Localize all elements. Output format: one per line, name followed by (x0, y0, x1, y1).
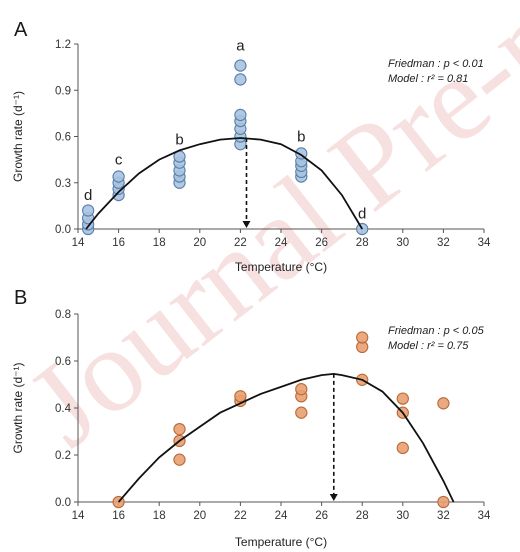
x-tick-label: 18 (153, 237, 166, 249)
significance-letter: c (115, 152, 123, 169)
data-point (234, 59, 247, 72)
x-tick-label: 28 (356, 510, 369, 522)
data-point (396, 392, 409, 405)
x-tick-label: 20 (193, 510, 206, 522)
y-tick-label: 0.0 (55, 224, 71, 236)
data-point (295, 383, 308, 396)
x-tick-label: 22 (234, 237, 247, 249)
data-point (112, 170, 125, 183)
x-tick-label: 16 (112, 237, 125, 249)
stats-annotation: Friedman : p < 0.05 (388, 325, 485, 337)
panel-letter: A (14, 19, 28, 41)
significance-letter: b (297, 128, 305, 145)
x-tick-label: 22 (234, 510, 247, 522)
data-point (437, 495, 450, 509)
x-tick-label: 26 (315, 510, 328, 522)
optimum-arrowhead (329, 494, 338, 501)
stats-annotation: Model : r² = 0.81 (388, 73, 468, 85)
panel-b: B 0.0 0.2 0.4 0.6 0.8 14 16 18 20 22 24 26 28 30 32 34 Te… (11, 287, 491, 549)
x-tick-label: 14 (72, 510, 85, 522)
data-point (295, 406, 308, 419)
significance-letter: d (358, 205, 366, 222)
y-tick-label: 0.4 (55, 403, 72, 415)
data-point (82, 204, 95, 217)
significance-letter: d (84, 187, 92, 204)
data-point (234, 108, 247, 122)
data-point (356, 331, 369, 344)
data-point (173, 453, 186, 466)
data-point (437, 397, 450, 410)
y-tick-label: 0.6 (55, 132, 71, 144)
model-curve (85, 137, 363, 230)
x-tick-label: 20 (193, 237, 206, 249)
x-tick-label: 32 (437, 510, 450, 522)
y-tick-label: 0.6 (55, 356, 71, 368)
data-point (234, 390, 247, 403)
x-tick-label: 30 (396, 510, 409, 522)
x-axis-label: Temperature (°C) (235, 260, 327, 274)
panel-a: A 0.0 0.3 0.6 0.9 1.2 14 16 18 20 22 24 26 28 30 32 34 Te… (11, 19, 491, 274)
significance-letter: a (236, 37, 245, 54)
x-tick-label: 14 (72, 237, 85, 249)
panel-letter: B (14, 287, 27, 309)
y-tick-label: 0.3 (55, 178, 71, 190)
data-point (173, 422, 186, 436)
x-tick-label: 34 (478, 237, 491, 249)
data-point (396, 441, 409, 455)
x-tick-label: 34 (478, 510, 491, 522)
y-tick-label: 0.0 (55, 497, 71, 509)
x-tick-label: 28 (356, 237, 369, 249)
x-tick-label: 30 (396, 237, 409, 249)
x-tick-label: 24 (275, 510, 288, 522)
significance-letter: b (175, 131, 183, 148)
y-tick-label: 0.8 (55, 309, 71, 321)
x-tick-label: 32 (437, 237, 450, 249)
optimum-arrowhead (242, 221, 251, 228)
stats-annotation: Model : r² = 0.75 (388, 340, 469, 352)
y-tick-label: 0.9 (55, 85, 71, 97)
x-tick-label: 18 (153, 510, 166, 522)
stats-annotation: Friedman : p < 0.01 (388, 58, 484, 70)
data-point (234, 73, 247, 86)
x-axis-label: Temperature (°C) (235, 535, 327, 549)
x-tick-label: 26 (315, 237, 328, 249)
y-tick-label: 1.2 (55, 39, 71, 51)
y-tick-label: 0.2 (55, 450, 71, 462)
model-curve (117, 372, 455, 503)
y-axis-label: Growth rate (d⁻¹) (11, 91, 25, 182)
x-tick-label: 24 (275, 237, 288, 249)
y-axis-label: Growth rate (d⁻¹) (11, 362, 25, 453)
x-tick-label: 16 (112, 510, 125, 522)
